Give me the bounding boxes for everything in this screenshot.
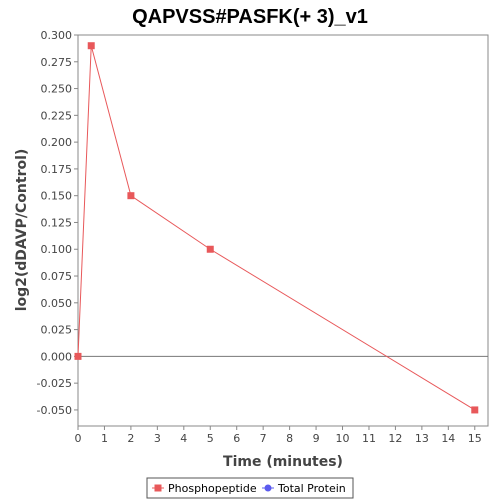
plot-area	[77, 34, 489, 427]
x-tick-label: 8	[286, 432, 293, 445]
x-tick-label: 9	[313, 432, 320, 445]
x-tick-label: 14	[441, 432, 455, 445]
series-layer	[74, 42, 479, 414]
y-tick-label: 0.175	[41, 163, 73, 176]
legend-marker-square	[154, 484, 162, 492]
y-tick-label: 0.125	[41, 216, 73, 229]
y-tick-label: 0.000	[41, 350, 73, 363]
data-point	[87, 42, 95, 50]
x-tick-label: 10	[336, 432, 350, 445]
y-axis-label: log2(dDAVP/Control)	[14, 149, 30, 312]
legend-marker-circle	[264, 484, 272, 492]
y-tick-label: 0.050	[41, 297, 73, 310]
y-tick-label: 0.225	[41, 109, 73, 122]
x-tick-label: 4	[180, 432, 187, 445]
chart-title: QAPVSS#PASFK(+ 3)_v1	[132, 6, 368, 28]
x-tick-label: 12	[388, 432, 402, 445]
y-tick-label: 0.300	[41, 29, 73, 42]
legend-label: Phosphopeptide	[168, 482, 257, 495]
y-axis: -0.050 -0.025 0.000 0.025 0.050 0.075 0.100 0.1…	[37, 29, 78, 417]
y-tick-label: 0.275	[41, 56, 73, 69]
x-tick-label: 6	[233, 432, 240, 445]
y-tick-label: 0.150	[41, 190, 73, 203]
data-point	[74, 352, 82, 360]
y-tick-label: 0.200	[41, 136, 73, 149]
legend-label: Total Protein	[277, 482, 346, 495]
legend: Phosphopeptide Total Protein	[146, 477, 354, 499]
data-point	[206, 245, 214, 253]
x-tick-label: 11	[362, 432, 376, 445]
x-axis-label: Time (minutes)	[223, 454, 343, 470]
y-tick-label: 0.075	[41, 270, 73, 283]
x-tick-label: 5	[207, 432, 214, 445]
y-tick-label: -0.025	[37, 377, 72, 390]
x-axis: 0 1 2 3 4 5 6 7 8 9 10 11 12 13 14 15	[75, 426, 482, 445]
data-point	[127, 192, 135, 200]
x-tick-label: 0	[75, 432, 82, 445]
x-tick-label: 2	[127, 432, 134, 445]
y-tick-label: 0.100	[41, 243, 73, 256]
data-point	[471, 406, 479, 414]
x-tick-label: 7	[260, 432, 267, 445]
legend-box	[146, 477, 354, 499]
y-tick-label: 0.250	[41, 83, 73, 96]
x-tick-label: 13	[415, 432, 429, 445]
x-tick-label: 15	[468, 432, 482, 445]
x-tick-label: 3	[154, 432, 161, 445]
y-tick-label: -0.050	[37, 404, 72, 417]
x-tick-label: 1	[101, 432, 108, 445]
y-tick-label: 0.025	[41, 324, 73, 337]
